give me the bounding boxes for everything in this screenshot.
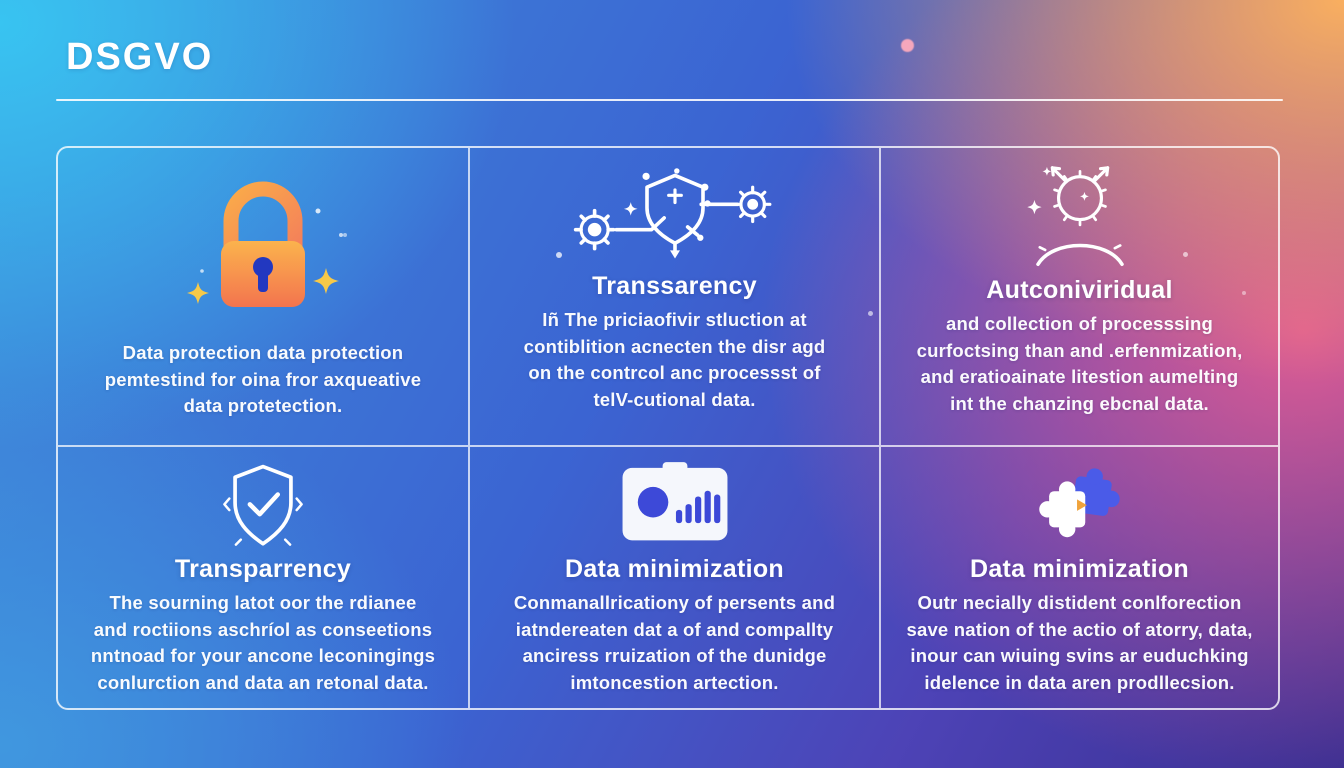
- sparkle-star: [313, 268, 339, 294]
- person-gear-icon-wrap: [1013, 156, 1147, 276]
- card-title: Autconiviridual: [986, 276, 1173, 304]
- body-line: contiblition acnecten the disr agd: [523, 335, 826, 357]
- card-body: Data protection data protection pemtesti…: [105, 340, 421, 420]
- card-body: Iñ The priciaofivir stluction at contibl…: [524, 307, 826, 413]
- body-line: nntnoad for your ancone leconingings: [90, 645, 436, 666]
- body-line: on the contrcol anc processst of: [528, 362, 821, 383]
- shield-network-icon-wrap: [562, 162, 788, 272]
- body-line: inour can wiuing svins ar euduchking: [910, 645, 1249, 666]
- card-body: and collection of processsing curfoctsin…: [917, 311, 1243, 417]
- body-line: pemtestind for oina fror axqueative: [104, 368, 422, 390]
- padlock-icon: [187, 181, 343, 307]
- data-chart-card-icon: [622, 462, 727, 541]
- decor-dot: [1183, 252, 1188, 257]
- card-transparency-shield: Transsarency Iñ The priciaofivir stlucti…: [470, 148, 881, 447]
- body-line: The sourning latot oor the rdianee: [109, 592, 417, 613]
- card-title: Transsarency: [592, 272, 757, 300]
- body-line: Data protection data protection: [122, 342, 404, 363]
- principles-grid: Data protection data protection pemtesti…: [56, 146, 1280, 710]
- body-line: and eratioainate litestion aumelting: [920, 366, 1239, 387]
- decor-dot-pink: [901, 39, 914, 52]
- card-title: Data minimization: [969, 555, 1190, 583]
- sparkle-star: [1079, 191, 1089, 201]
- puzzle-pieces-icon: [1039, 468, 1120, 538]
- decor-dot: [556, 252, 562, 258]
- shield-check-icon: [223, 464, 303, 546]
- person-gear-icon: [1026, 166, 1124, 267]
- card-body: Conmanallricationy of persents and iatnd…: [514, 590, 835, 696]
- body-line: anciress rruization of the dunidge: [522, 645, 827, 666]
- body-line: Outr necially distident conlforection: [917, 592, 1242, 613]
- body-line: and collection of processsing: [946, 313, 1213, 334]
- body-line: conlurction and data an retonal data.: [97, 671, 429, 693]
- decor-dot: [343, 233, 347, 237]
- body-line: idelence in data aren prodllecsion.: [924, 671, 1235, 693]
- body-line: save nation of the actio of atorry, data…: [906, 618, 1253, 640]
- card-body: Outr necially distident conlforection sa…: [906, 590, 1252, 696]
- body-line: Iñ The priciaofivir stluction at: [542, 309, 807, 330]
- body-line: and roctiions aschríol as conseetions: [93, 618, 433, 640]
- page-title: DSGVO: [66, 36, 214, 78]
- data-chart-card-icon-wrap: [613, 459, 737, 553]
- body-line: data protetection.: [183, 395, 343, 416]
- body-line: iatndereaten dat a of and compallty: [515, 618, 834, 640]
- puzzle-pieces-icon-wrap: [1026, 459, 1133, 553]
- card-data-protection: Data protection data protection pemtesti…: [58, 148, 470, 447]
- body-line: int the chanzing ebcnal data.: [950, 392, 1209, 414]
- sparkle-star: [1041, 166, 1051, 176]
- body-line: imtoncestion artection.: [570, 671, 779, 693]
- sparkle-star: [623, 202, 638, 216]
- shield-check-icon-wrap: [213, 459, 313, 553]
- card-data-minimization-puzzle: Data minimization Outr necially distiden…: [881, 447, 1278, 708]
- title-underline: [56, 99, 1283, 101]
- body-line: curfoctsing than and .erfenmization,: [916, 339, 1243, 361]
- decor-dot: [1242, 291, 1246, 295]
- card-title: Transparrency: [174, 555, 352, 583]
- card-body: The sourning latot oor the rdianee and r…: [91, 590, 435, 696]
- decor-dot: [868, 311, 873, 316]
- sparkle-star: [1026, 199, 1042, 215]
- card-title: Data minimization: [564, 555, 785, 583]
- card-data-minimization-chart: Data minimization Conmanallricationy of …: [470, 447, 881, 708]
- card-auto-individual: Autconiviridual and collection of proces…: [881, 148, 1278, 447]
- body-line: Conmanallricationy of persents and: [513, 592, 836, 613]
- sparkle-star: [187, 282, 209, 304]
- shield-network-icon: [573, 168, 771, 259]
- body-line: telV-cutional data.: [593, 388, 756, 410]
- padlock-icon-wrap: [168, 170, 358, 330]
- card-transparency-check: Transparrency The sourning latot oor the…: [58, 447, 470, 708]
